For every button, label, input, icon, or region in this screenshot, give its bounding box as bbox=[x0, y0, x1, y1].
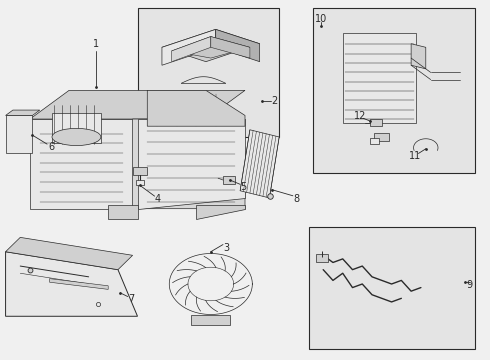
Polygon shape bbox=[216, 30, 260, 62]
Text: 11: 11 bbox=[409, 151, 421, 161]
Polygon shape bbox=[52, 113, 101, 143]
Bar bbox=[343, 33, 416, 123]
Bar bbox=[316, 253, 328, 262]
Polygon shape bbox=[162, 30, 260, 62]
Text: 6: 6 bbox=[48, 142, 54, 152]
Text: 10: 10 bbox=[315, 14, 327, 24]
Bar bbox=[223, 176, 235, 184]
Text: 1: 1 bbox=[93, 39, 99, 49]
Bar bbox=[138, 8, 279, 137]
Polygon shape bbox=[172, 37, 250, 58]
Polygon shape bbox=[108, 205, 138, 220]
Text: 5: 5 bbox=[241, 182, 246, 192]
Polygon shape bbox=[133, 167, 147, 175]
Text: 12: 12 bbox=[354, 111, 366, 121]
Polygon shape bbox=[133, 119, 245, 209]
Polygon shape bbox=[5, 110, 40, 116]
Polygon shape bbox=[5, 237, 133, 270]
Polygon shape bbox=[172, 37, 211, 62]
Polygon shape bbox=[411, 44, 426, 69]
Bar bbox=[369, 119, 382, 126]
Text: 8: 8 bbox=[294, 194, 300, 204]
Bar bbox=[374, 134, 389, 140]
Text: 3: 3 bbox=[223, 243, 229, 253]
Text: 2: 2 bbox=[271, 96, 277, 106]
Polygon shape bbox=[147, 90, 245, 126]
Text: 7: 7 bbox=[128, 294, 135, 305]
Polygon shape bbox=[136, 180, 144, 185]
Text: 9: 9 bbox=[466, 280, 473, 290]
Ellipse shape bbox=[52, 129, 101, 145]
Bar bbox=[191, 315, 230, 325]
Polygon shape bbox=[138, 119, 245, 209]
Polygon shape bbox=[196, 205, 245, 220]
Polygon shape bbox=[162, 30, 216, 65]
Polygon shape bbox=[5, 252, 138, 316]
Polygon shape bbox=[49, 279, 108, 289]
Bar bbox=[369, 138, 379, 144]
Polygon shape bbox=[240, 130, 279, 198]
Bar bbox=[314, 8, 475, 173]
Bar bbox=[309, 226, 475, 348]
Polygon shape bbox=[211, 37, 250, 58]
Polygon shape bbox=[30, 90, 245, 119]
Polygon shape bbox=[5, 116, 32, 153]
Polygon shape bbox=[30, 119, 133, 209]
Text: 4: 4 bbox=[155, 194, 161, 204]
